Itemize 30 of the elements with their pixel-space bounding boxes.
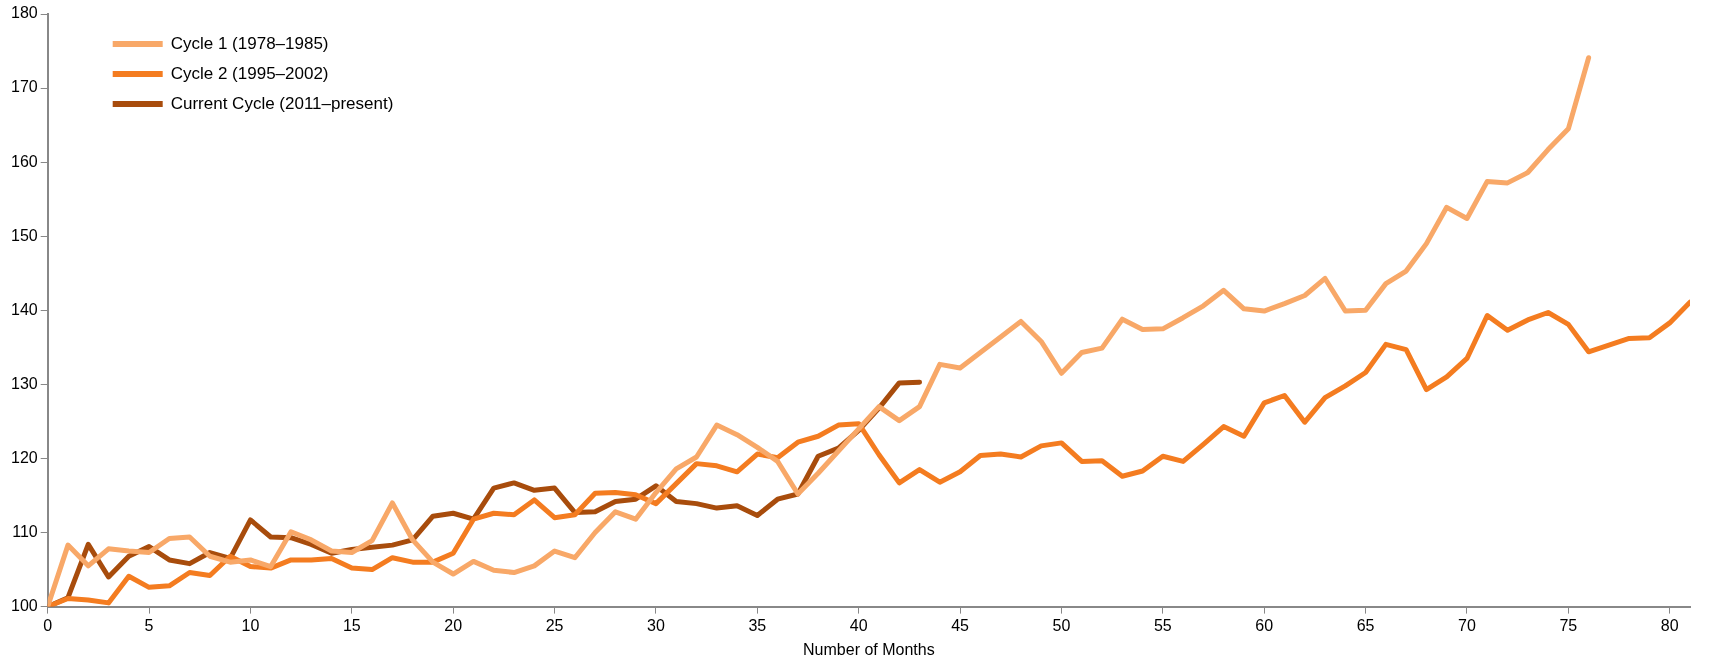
x-tick-label: 30 bbox=[647, 616, 665, 634]
y-tick-label: 170 bbox=[10, 78, 38, 96]
x-tick-label: 80 bbox=[1660, 616, 1679, 634]
x-tick-label: 40 bbox=[849, 616, 868, 634]
y-tick-label: 160 bbox=[10, 152, 38, 170]
x-tick-label: 5 bbox=[144, 616, 154, 634]
x-tick-label: 35 bbox=[748, 616, 767, 634]
x-tick-label: 50 bbox=[1052, 616, 1071, 634]
x-tick-label: 0 bbox=[43, 616, 53, 634]
x-tick-label: 60 bbox=[1255, 616, 1274, 634]
x-tick-label: 55 bbox=[1153, 616, 1172, 634]
x-tick-label: 70 bbox=[1458, 616, 1476, 634]
x-tick-label: 45 bbox=[951, 616, 970, 634]
x-tick-label: 15 bbox=[342, 616, 361, 634]
x-tick-label: 20 bbox=[444, 616, 463, 634]
y-tick-label: 130 bbox=[10, 374, 38, 392]
y-tick-label: 120 bbox=[10, 448, 38, 466]
legend-label: Current Cycle (2011–present) bbox=[170, 93, 394, 113]
y-tick-label: 150 bbox=[10, 226, 38, 244]
x-tick-label: 75 bbox=[1559, 616, 1578, 634]
x-tick-label: 10 bbox=[241, 616, 260, 634]
y-tick-label: 140 bbox=[10, 300, 38, 318]
legend-label: Cycle 1 (1978–1985) bbox=[170, 33, 329, 53]
y-tick-label: 180 bbox=[10, 4, 38, 22]
x-axis-title: Number of Months bbox=[803, 640, 935, 658]
x-tick-label: 65 bbox=[1356, 616, 1375, 634]
x-tick-label: 25 bbox=[545, 616, 564, 634]
y-tick-label: 110 bbox=[12, 522, 38, 540]
legend-label: Cycle 2 (1995–2002) bbox=[170, 63, 329, 83]
y-tick-label: 100 bbox=[10, 597, 38, 615]
